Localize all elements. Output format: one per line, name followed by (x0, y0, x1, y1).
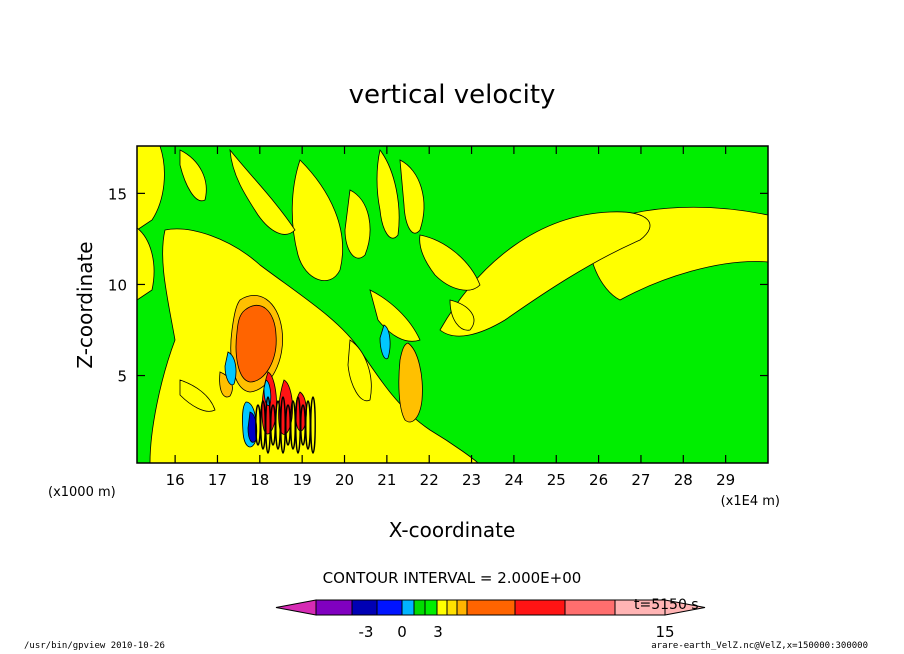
contour-region-yellow (291, 159, 343, 281)
y-tick-label: 15 (108, 185, 127, 203)
contour-region-yellow (229, 148, 296, 235)
colorbar-extend-low (275, 599, 317, 616)
colorbar-tick-label: -3 (359, 623, 374, 641)
x-tick-label: 22 (420, 471, 439, 489)
contour-line (310, 396, 316, 454)
x-tick-label: 21 (377, 471, 396, 489)
x-axis-label: X-coordinate (389, 518, 516, 542)
contour-region-yellow (449, 299, 475, 331)
contour-region-yellow (179, 149, 207, 202)
x-tick-label: 18 (250, 471, 269, 489)
x-tick-label: 24 (504, 471, 523, 489)
x-tick-label: 27 (631, 471, 650, 489)
contour-region-yellow (137, 146, 165, 231)
x-tick-label: 23 (462, 471, 481, 489)
colorbar-extend-high (664, 599, 706, 616)
y-tick-label: 5 (117, 368, 127, 386)
x-unit-left: (x1000 m) (48, 485, 116, 500)
contour-region-yellow (399, 159, 425, 234)
x-tick-label: 20 (335, 471, 354, 489)
x-tick-label: 19 (293, 471, 312, 489)
contour-region-cyan (379, 324, 391, 360)
x-tick-label: 25 (547, 471, 566, 489)
colorbar-tick-label: 3 (433, 623, 443, 641)
plot-frame (136, 145, 769, 464)
contour-region-yellow (179, 379, 216, 412)
colorbar-swatch (315, 599, 353, 616)
x-tick-label: 16 (166, 471, 185, 489)
colorbar-swatch (424, 599, 438, 616)
colorbar-tick-label: 0 (397, 623, 407, 641)
colorbar-tick-label: 15 (655, 623, 674, 641)
colorbar-swatch (446, 599, 458, 616)
footer-right: arare-earth_VelZ.nc@VelZ,x=150000:300000 (651, 641, 868, 651)
x-tick-label: 28 (674, 471, 693, 489)
contour-region-yellow (419, 234, 481, 291)
y-tick-label: 10 (108, 276, 127, 294)
colorbar-swatch (413, 599, 426, 616)
time-label: t=5150 s (634, 597, 699, 613)
contour-region-yellow (439, 211, 651, 337)
x-axis: 16 17 18 19 20 21 22 23 24 25 26 27 28 29 (166, 146, 735, 489)
contour-interval-label: CONTOUR INTERVAL = 2.000E+00 (323, 569, 582, 587)
colorbar-swatch (514, 599, 566, 616)
colorbar: -3 0 3 15 (275, 599, 706, 641)
contour-region-gold (398, 342, 423, 423)
contour-region-cyan (224, 351, 237, 386)
colorbar-swatch (351, 599, 378, 616)
contour-region-yellow (137, 227, 155, 301)
colorbar-swatch (456, 599, 468, 616)
contour-region-yellow (347, 339, 372, 402)
x-tick-label: 17 (208, 471, 227, 489)
colorbar-swatch (564, 599, 616, 616)
colorbar-swatch (466, 599, 516, 616)
footer-left: /usr/bin/gpview 2010-10-26 (24, 641, 165, 651)
contour-region-orange (235, 304, 277, 383)
y-axis-label: Z-coordinate (73, 241, 97, 368)
contour-region-yellow (344, 189, 371, 259)
x-unit-right: (x1E4 m) (721, 494, 780, 509)
chart-title: vertical velocity (349, 80, 556, 110)
colorbar-swatch (436, 599, 448, 616)
contour-field (137, 146, 768, 463)
y-axis: 5 10 15 (108, 185, 768, 386)
colorbar-swatch (376, 599, 403, 616)
contour-region-yellow (376, 149, 400, 239)
x-tick-label: 26 (589, 471, 608, 489)
x-tick-label: 29 (716, 471, 735, 489)
contour-region-yellow (149, 228, 479, 463)
colorbar-swatch (401, 599, 415, 616)
